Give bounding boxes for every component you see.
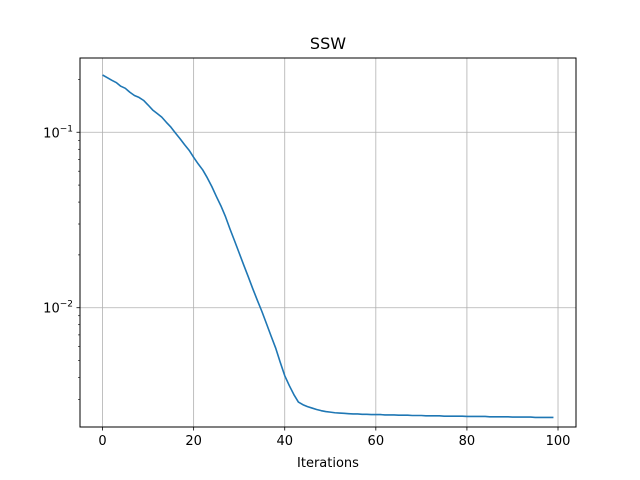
x-tick-label: 60	[368, 434, 385, 449]
y-axis-ticks: 10−2 10−1	[43, 79, 80, 400]
x-tick-label: 100	[546, 434, 571, 449]
plot-lines	[102, 74, 554, 419]
x-tick-label: 80	[459, 434, 476, 449]
x-tick-label: 40	[276, 434, 293, 449]
x-tick-label: 20	[185, 434, 202, 449]
y-tick-label: 10−2	[43, 300, 73, 317]
chart-title: SSW	[310, 34, 346, 53]
y-tick-label: 10−1	[43, 124, 73, 141]
axes-frame	[79, 57, 577, 428]
series-line	[102, 74, 554, 419]
x-tick-label: 0	[98, 434, 106, 449]
x-axis-label: Iterations	[297, 456, 359, 471]
x-axis-ticks: 0 20 40 60 80 100	[98, 427, 570, 449]
grid-lines	[80, 58, 576, 427]
